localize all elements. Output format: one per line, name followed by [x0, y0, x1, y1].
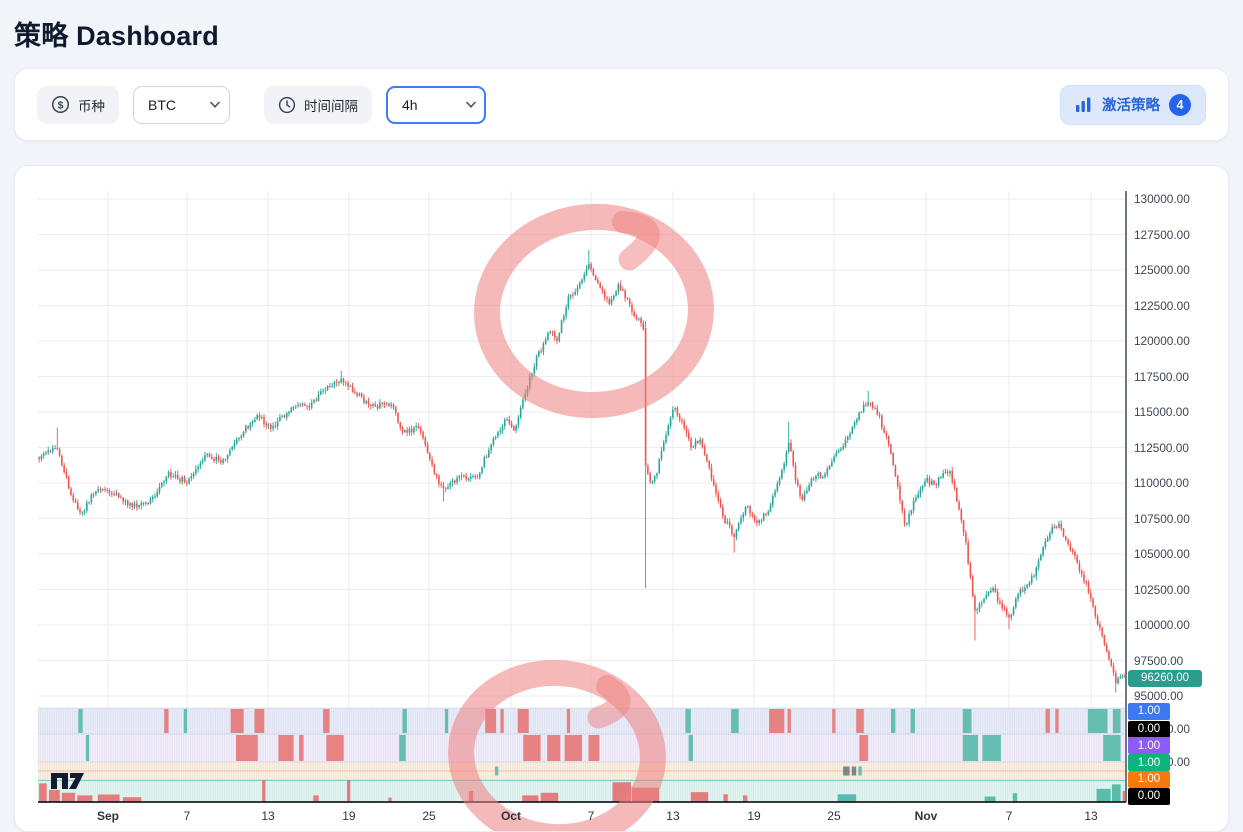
currency-pill: $ 币种: [37, 85, 119, 124]
price-tick-label: 120000.00: [1134, 334, 1190, 348]
toolbar: $ 币种 BTC 时间间隔 4h 激活策略 4: [14, 68, 1229, 141]
time-tick-label: 7: [587, 809, 595, 823]
page-title: 策略 Dashboard: [14, 21, 219, 51]
tradingview-logo[interactable]: [51, 773, 84, 789]
currency-label: 币种: [78, 98, 105, 114]
strategies-count-badge: 4: [1169, 93, 1191, 116]
time-tick-label: 13: [1084, 809, 1098, 823]
dollar-icon: $: [51, 95, 70, 114]
price-tick-label: 105000.00: [1134, 547, 1190, 561]
price-tick-label: 130000.00: [1134, 192, 1190, 206]
indicator-value-badge: 1.00: [1128, 770, 1170, 788]
price-tick-label: 107500.00: [1134, 511, 1190, 526]
indicator-value-badge: 1.00: [1128, 737, 1170, 754]
bar-chart-icon: [1076, 97, 1091, 112]
time-tick-label: 13: [666, 809, 680, 823]
time-tick-label: 19: [747, 809, 761, 823]
price-tick-label: 115000.00: [1134, 405, 1189, 419]
indicator-value-badge: 1.00: [1128, 754, 1170, 771]
price-tick-label: 127500.00: [1134, 227, 1190, 242]
price-tick-label: 117500.00: [1134, 369, 1189, 384]
time-tick-label: Nov: [914, 809, 938, 823]
svg-text:$: $: [58, 100, 64, 111]
interval-select-wrap: 4h: [386, 85, 486, 124]
time-tick-label: 7: [183, 809, 191, 823]
candlestick-chart[interactable]: [15, 166, 1229, 832]
chart-card: 130000.00 127500.00 125000.00 122500.00 1200…: [14, 165, 1229, 832]
indicator-value-badge: 1.00: [1128, 702, 1170, 720]
indicator-value-badge: 0.00: [1128, 787, 1170, 805]
time-tick-label: Oct: [500, 809, 521, 823]
price-tick-label: 125000.00: [1134, 263, 1190, 277]
currency-select-wrap: BTC: [133, 85, 230, 124]
current-price-badge: 96260.00: [1128, 669, 1202, 687]
time-tick-label: 13: [261, 809, 275, 823]
time-tick-label: 25: [422, 809, 436, 823]
clock-icon: [278, 96, 296, 113]
price-tick-label: 100000.00: [1134, 618, 1190, 632]
price-tick-label: 95000.00: [1134, 689, 1184, 703]
price-tick-label: 122500.00: [1134, 298, 1190, 313]
time-tick-label: 25: [827, 809, 841, 823]
interval-label: 时间间隔: [304, 98, 358, 114]
time-tick-label: 19: [342, 809, 356, 823]
indicator-value-badge: 0.00: [1128, 720, 1170, 738]
price-tick-label: 110000.00: [1134, 476, 1189, 490]
hand-drawn-circle-annotation: [448, 659, 666, 831]
price-tick-label: 97500.00: [1134, 653, 1184, 668]
currency-select[interactable]: BTC: [133, 85, 230, 124]
price-tick-label: 112500.00: [1134, 440, 1189, 455]
active-strategies-button[interactable]: 激活策略 4: [1060, 84, 1206, 125]
indicator-axis-label: 0.00: [1167, 755, 1190, 769]
active-strategies-label: 激活策略: [1102, 98, 1160, 114]
time-tick-label: Sep: [96, 809, 119, 823]
indicator-axis-label: 0.00: [1167, 722, 1190, 736]
price-tick-label: 102500.00: [1134, 582, 1190, 597]
time-tick-label: 7: [1005, 809, 1013, 823]
interval-pill: 时间间隔: [264, 85, 372, 124]
interval-select[interactable]: 4h: [386, 85, 486, 124]
hand-drawn-circle-annotation: [474, 203, 714, 419]
